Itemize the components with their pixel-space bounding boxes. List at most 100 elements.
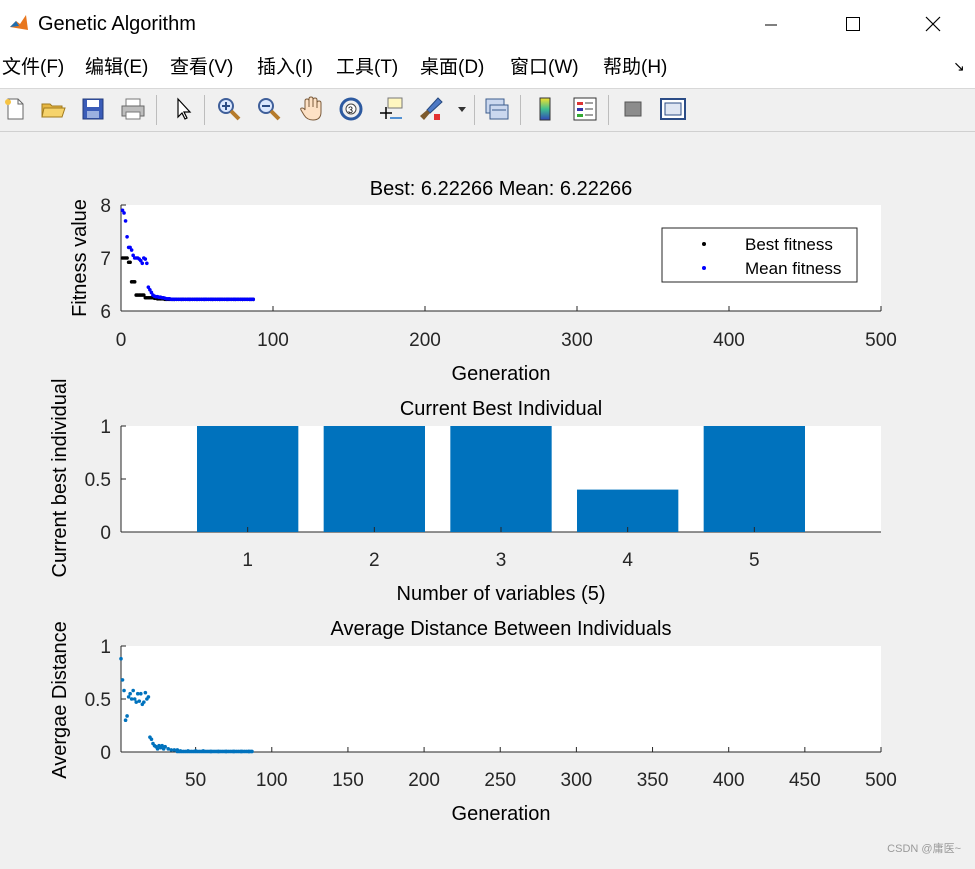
brush-dropdown-icon[interactable] <box>452 94 472 124</box>
distance-x-tick-label: 100 <box>256 770 288 791</box>
distance-point <box>126 695 131 699</box>
colorbar-icon[interactable] <box>530 94 560 124</box>
best-fitness-point <box>132 280 137 284</box>
mean-fitness-point <box>146 285 151 289</box>
variable-bar <box>450 426 552 532</box>
distance-point <box>149 737 154 742</box>
fitness-x-tick-label: 200 <box>409 330 441 351</box>
distance-x-tick-label: 200 <box>408 770 440 791</box>
distance-point <box>169 748 174 752</box>
distance-y-tick-label: 0.5 <box>85 690 111 711</box>
menu-edit[interactable]: 编辑(E) <box>85 57 149 78</box>
svg-text:3: 3 <box>348 105 353 115</box>
legend-icon[interactable] <box>570 94 600 124</box>
fitness-x-tick-label: 400 <box>713 330 745 351</box>
dock-arrow-icon[interactable]: ↘ <box>953 58 965 74</box>
distance-point <box>120 678 125 682</box>
mean-fitness-point <box>148 288 152 292</box>
best-individual-xlabel: Number of variables (5) <box>397 583 606 605</box>
menu-bar: 文件(F) 编辑(E) 查看(V) 插入(I) 工具(T) 桌面(D) 窗口(W… <box>0 48 975 89</box>
mean-fitness-point <box>128 245 132 250</box>
mean-fitness-point <box>138 258 143 263</box>
distance-point <box>131 688 135 693</box>
fitness-title: Best: 6.22266 Mean: 6.22266 <box>370 178 632 200</box>
hide-plot-tools-icon[interactable] <box>618 94 648 124</box>
pointer-icon[interactable] <box>168 94 198 124</box>
variable-bar <box>323 426 425 532</box>
mean-fitness-point <box>125 235 129 239</box>
toolbar: 3 <box>0 89 975 132</box>
distance-point <box>146 695 151 699</box>
menu-tools[interactable]: 工具(T) <box>336 57 399 78</box>
variable-bar <box>197 426 299 532</box>
rotate-3d-icon[interactable]: 3 <box>336 94 366 124</box>
best-individual-x-tick-label: 1 <box>242 550 253 571</box>
menu-help[interactable]: 帮助(H) <box>603 57 668 78</box>
matlab-logo-icon <box>8 12 30 34</box>
print-icon[interactable] <box>118 94 148 124</box>
close-button[interactable] <box>910 0 956 48</box>
pan-hand-icon[interactable] <box>296 94 326 124</box>
distance-ylabel: Avergae Distance <box>49 621 71 779</box>
distance-axes-background <box>121 646 881 752</box>
distance-point <box>155 747 160 751</box>
distance-point <box>123 718 128 722</box>
distance-title: Average Distance Between Individuals <box>331 618 672 640</box>
fitness-y-tick-label: 8 <box>100 196 111 217</box>
watermark: CSDN @庸医~ <box>887 843 961 855</box>
distance-point <box>142 700 146 704</box>
legend-best-fitness: Best fitness <box>745 235 833 254</box>
fitness-x-tick-label: 0 <box>116 330 127 351</box>
distance-x-tick-label: 300 <box>561 770 593 791</box>
save-icon[interactable] <box>78 94 108 124</box>
distance-x-tick-label: 50 <box>185 770 206 791</box>
best-individual-x-tick-label: 3 <box>496 550 507 571</box>
zoom-out-icon[interactable] <box>254 94 284 124</box>
minimize-button[interactable] <box>748 0 794 48</box>
menu-desktop[interactable]: 桌面(D) <box>420 57 485 78</box>
figure-canvas: Best: 6.22266 Mean: 6.22266 0 100 200 300 40… <box>0 132 975 864</box>
distance-point <box>135 691 140 696</box>
menu-window[interactable]: 窗口(W) <box>510 57 579 78</box>
distance-xlabel: Generation <box>452 803 551 825</box>
best-individual-subplot: Current Best Individual 1 2 3 4 5 0 0.5 1 Numb… <box>49 379 881 605</box>
variable-bar <box>703 426 805 532</box>
brush-icon[interactable] <box>416 94 446 124</box>
distance-x-tick-label: 500 <box>865 770 897 791</box>
distance-point <box>138 691 143 696</box>
fitness-y-tick-label: 6 <box>100 302 111 323</box>
new-file-icon[interactable] <box>0 94 30 124</box>
fitness-legend[interactable]: Best fitness Mean fitness <box>661 227 858 283</box>
zoom-in-icon[interactable] <box>214 94 244 124</box>
distance-x-tick-label: 150 <box>332 770 364 791</box>
distance-subplot: Average Distance Between Individuals 50 1… <box>49 618 897 825</box>
distance-point <box>163 744 167 749</box>
distance-point <box>160 743 164 748</box>
distance-point <box>137 699 142 703</box>
distance-point <box>134 700 139 704</box>
mean-fitness-point <box>140 261 145 266</box>
title-bar: Genetic Algorithm <box>0 0 975 48</box>
data-cursor-icon[interactable] <box>376 94 406 124</box>
fitness-x-tick-label: 300 <box>561 330 593 351</box>
menu-insert[interactable]: 插入(I) <box>257 57 313 78</box>
distance-point <box>143 690 148 695</box>
open-folder-icon[interactable] <box>38 94 68 124</box>
distance-point <box>248 749 253 754</box>
best-individual-x-tick-label: 4 <box>622 550 633 571</box>
best-individual-y-tick-label: 1 <box>100 417 111 438</box>
export-icon[interactable] <box>482 94 512 124</box>
distance-point <box>172 748 177 752</box>
mean-fitness-point <box>149 290 154 295</box>
menu-view[interactable]: 查看(V) <box>170 57 234 78</box>
show-plot-tools-icon[interactable] <box>658 94 688 124</box>
distance-point <box>125 714 129 718</box>
legend-marker-best <box>702 242 706 246</box>
mean-fitness-point <box>249 297 254 302</box>
figure-svg: Best: 6.22266 Mean: 6.22266 0 100 200 300 40… <box>49 178 897 825</box>
best-fitness-point <box>125 256 129 260</box>
menu-file[interactable]: 文件(F) <box>2 57 65 78</box>
best-individual-y-tick-label: 0.5 <box>85 470 111 491</box>
maximize-button[interactable] <box>830 0 876 48</box>
fitness-x-tick-label: 100 <box>257 330 289 351</box>
